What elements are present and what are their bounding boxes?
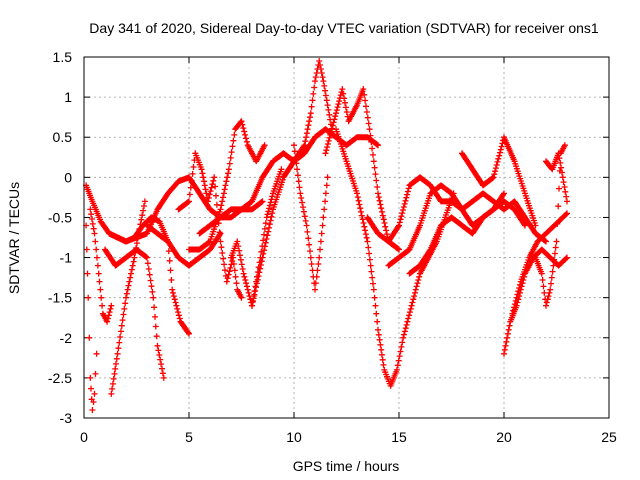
y-tick-label: -1.5 <box>48 290 72 306</box>
series-arc-r <box>406 190 507 277</box>
series-arc-s <box>459 134 539 229</box>
plot-frame <box>83 56 610 419</box>
y-tick-label: 1.5 <box>53 49 73 65</box>
y-tick-label: -1 <box>60 250 73 266</box>
series-arc-h <box>175 150 245 301</box>
x-axis-label: GPS time / hours <box>293 458 400 474</box>
y-axis-label: SDTVAR / TECUs <box>6 182 22 294</box>
series-arc-n <box>322 86 402 253</box>
series-arc-d <box>108 198 148 397</box>
series-arc-m <box>291 142 331 293</box>
x-tick-label: 5 <box>185 429 193 445</box>
series-arc-g <box>144 222 224 269</box>
series-arc-q <box>385 182 549 269</box>
x-tick-label: 10 <box>286 429 302 445</box>
series-arc-w <box>543 150 570 205</box>
y-tick-labels: 1.5 1 0.5 0 -0.5 -1 -1.5 -2 -2.5 -3 <box>48 49 72 426</box>
x-tick-label: 25 <box>601 429 617 445</box>
y-tick-label: -0.5 <box>48 209 72 225</box>
series-arc-b <box>83 222 100 413</box>
x-tick-label: 20 <box>496 429 512 445</box>
y-tick-label: 1 <box>64 89 72 105</box>
y-tick-label: -3 <box>60 410 73 426</box>
series-arc-v <box>532 142 568 309</box>
series-arc-a <box>83 182 192 337</box>
x-tick-labels: 0 5 10 15 20 25 <box>80 429 617 445</box>
data-traces <box>83 58 570 413</box>
series-arc-u <box>509 210 570 317</box>
y-tick-label: 0.5 <box>53 129 73 145</box>
y-tick-label: -2.5 <box>48 370 72 386</box>
chart-title: Day 341 of 2020, Sidereal Day-to-day VTE… <box>89 20 599 36</box>
grid-lines <box>84 57 609 418</box>
series-arc-i <box>186 118 268 253</box>
series-arc-e <box>102 246 167 381</box>
x-tick-label: 15 <box>391 429 407 445</box>
y-tick-label: -2 <box>60 330 73 346</box>
x-tick-label: 0 <box>80 429 88 445</box>
y-tick-label: 0 <box>64 169 72 185</box>
series-arc-c <box>87 206 115 325</box>
series-arc-f <box>106 174 266 245</box>
